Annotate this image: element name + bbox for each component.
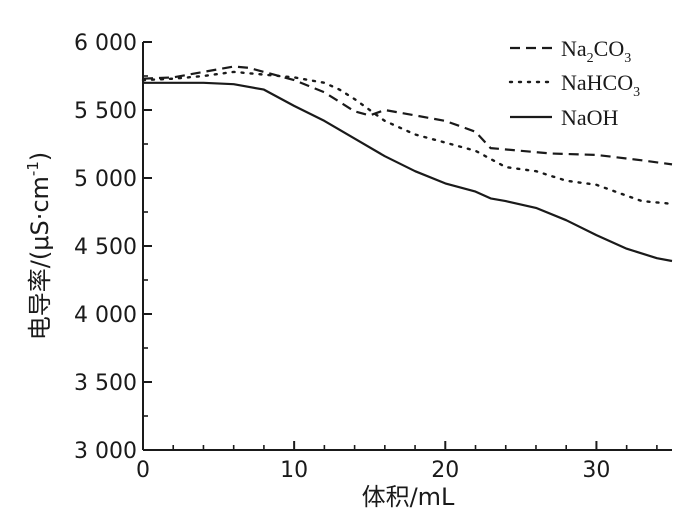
x-tick-labels: 0 10 20 30 xyxy=(136,458,610,483)
legend-label-na2co3: Na2CO3 xyxy=(561,36,631,66)
y-axis-title: 电导率/(μS·cm-1) xyxy=(24,152,54,341)
legend-label-nahco3: NaHCO3 xyxy=(561,70,640,100)
y-axis-title-main: 电导率/(μS·cm xyxy=(26,176,54,340)
y-tick-label: 3 000 xyxy=(74,439,137,464)
legend-label-naoh: NaOH xyxy=(561,105,619,130)
y-axis-title-sup: -1 xyxy=(24,161,42,176)
x-tick-label: 0 xyxy=(136,458,150,483)
y-tick-label: 5 000 xyxy=(74,167,137,192)
legend-na2co3-sub1: 2 xyxy=(587,51,594,66)
legend-na2co3-mid: CO xyxy=(594,36,625,61)
legend-nahco3-sub: 3 xyxy=(633,85,640,100)
y-tick-labels: 3 000 3 500 4 000 4 500 5 000 5 500 6 000 xyxy=(74,31,137,464)
x-tick-label: 10 xyxy=(280,458,308,483)
legend-na2co3-base: Na xyxy=(561,36,587,61)
y-tick-label: 5 500 xyxy=(74,99,137,124)
legend-nahco3-base: NaHCO xyxy=(561,70,633,95)
series-line-nahco3 xyxy=(141,70,674,206)
x-ticks xyxy=(142,441,658,450)
y-tick-label: 4 500 xyxy=(74,235,137,260)
y-tick-label: 6 000 xyxy=(74,31,137,56)
y-ticks xyxy=(143,41,152,451)
x-axis-title: 体积/mL xyxy=(362,483,455,511)
legend-na2co3-sub2: 3 xyxy=(624,51,631,66)
y-tick-label: 3 500 xyxy=(74,371,137,396)
plot-frame xyxy=(142,42,672,451)
series-line-naoh xyxy=(143,81,673,263)
series-lines xyxy=(141,65,674,263)
series-line-na2co3 xyxy=(142,65,673,166)
legend: Na2CO3 NaHCO3 NaOH xyxy=(508,36,640,130)
x-tick-label: 20 xyxy=(431,458,459,483)
y-axis-title-close: ) xyxy=(26,152,54,161)
x-tick-label: 30 xyxy=(582,458,610,483)
y-tick-label: 4 000 xyxy=(74,303,137,328)
